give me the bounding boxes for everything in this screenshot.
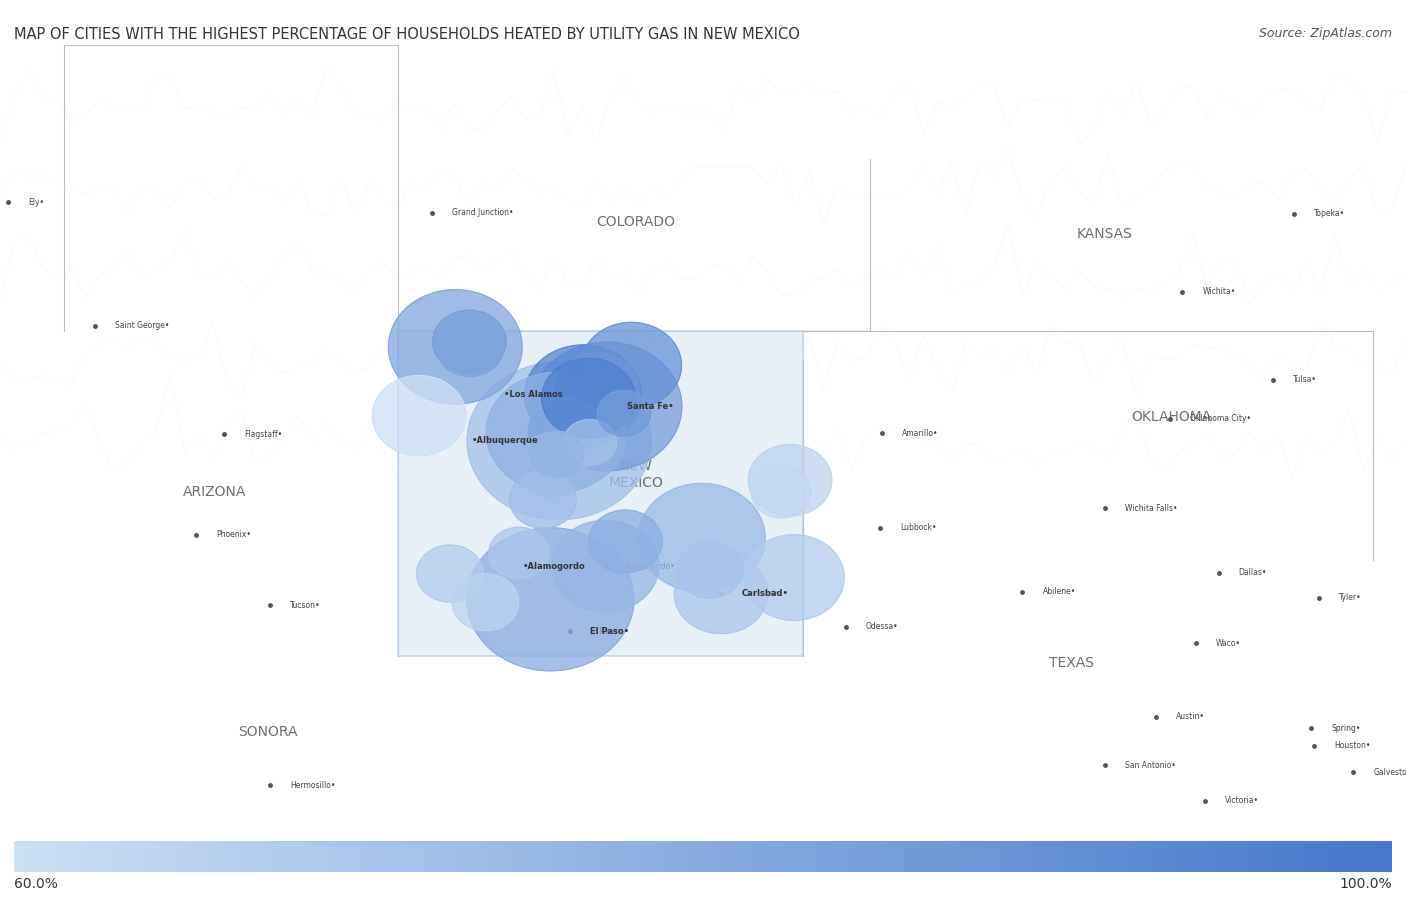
Text: MAP OF CITIES WITH THE HIGHEST PERCENTAGE OF HOUSEHOLDS HEATED BY UTILITY GAS IN: MAP OF CITIES WITH THE HIGHEST PERCENTAG… [14, 27, 800, 42]
Text: 60.0%: 60.0% [14, 877, 58, 891]
Circle shape [416, 545, 484, 602]
Text: Source: ZipAtlas.com: Source: ZipAtlas.com [1258, 27, 1392, 40]
Text: El Paso•: El Paso• [591, 627, 628, 636]
Circle shape [373, 376, 465, 456]
Text: Carlsbad•: Carlsbad• [741, 589, 780, 598]
Text: Galveston•: Galveston• [1374, 768, 1406, 777]
Text: Saint George•: Saint George• [115, 321, 170, 330]
Circle shape [509, 471, 576, 529]
Text: Ely•: Ely• [28, 198, 44, 207]
Text: ARIZONA: ARIZONA [183, 485, 246, 499]
Circle shape [675, 554, 768, 634]
Circle shape [744, 535, 844, 620]
Text: Lubbock•: Lubbock• [900, 523, 936, 532]
Circle shape [524, 345, 641, 445]
Circle shape [531, 342, 682, 471]
Circle shape [486, 372, 627, 493]
Text: •Albuquerque: •Albuquerque [472, 437, 538, 446]
Circle shape [551, 521, 659, 612]
Text: San Antonio•: San Antonio• [1125, 761, 1177, 770]
Text: Santa Fe•: Santa Fe• [627, 402, 673, 411]
Circle shape [451, 574, 519, 631]
Circle shape [489, 527, 548, 579]
Text: Tyler•: Tyler• [1339, 593, 1361, 602]
Circle shape [751, 467, 811, 518]
Circle shape [529, 397, 603, 460]
Circle shape [515, 434, 588, 497]
Text: Alamogordo•: Alamogordo• [626, 562, 676, 571]
Text: Amarillo•: Amarillo• [901, 429, 938, 438]
Text: KANSAS: KANSAS [1077, 227, 1133, 241]
Text: El Paso•: El Paso• [591, 627, 621, 636]
Text: Carlsbad•: Carlsbad• [741, 589, 789, 598]
Text: Grand Junction•: Grand Junction• [451, 209, 513, 218]
Text: Wichita Falls•: Wichita Falls• [1125, 503, 1178, 512]
Text: Flagstaff•: Flagstaff• [245, 430, 283, 439]
Text: Houston•: Houston• [1334, 742, 1371, 751]
Circle shape [676, 541, 744, 598]
Text: Abilene•: Abilene• [1042, 587, 1076, 596]
Text: 100.0%: 100.0% [1340, 877, 1392, 891]
Text: OKLAHOMA: OKLAHOMA [1132, 410, 1212, 424]
Text: Tucson•: Tucson• [290, 601, 321, 610]
Circle shape [436, 319, 503, 377]
Circle shape [529, 404, 595, 461]
Text: TEXAS: TEXAS [1049, 656, 1094, 671]
Text: Spring•: Spring• [1331, 724, 1361, 733]
Text: SONORA: SONORA [238, 725, 298, 739]
Circle shape [581, 323, 682, 408]
Text: •Alamogordo: •Alamogordo [523, 562, 585, 571]
Text: Waco•: Waco• [1216, 639, 1241, 648]
Text: Hermosillo•: Hermosillo• [290, 781, 335, 790]
Text: Wichita•: Wichita• [1202, 288, 1236, 297]
Circle shape [541, 358, 636, 439]
Text: Tulsa•: Tulsa• [1294, 376, 1317, 385]
Text: Austin•: Austin• [1175, 712, 1205, 721]
Text: Victoria•: Victoria• [1225, 797, 1260, 806]
FancyBboxPatch shape [398, 332, 803, 656]
Text: Dallas•: Dallas• [1239, 568, 1267, 577]
Circle shape [530, 431, 583, 476]
Circle shape [467, 528, 634, 671]
Circle shape [638, 484, 765, 592]
Text: Phoenix•: Phoenix• [217, 530, 252, 539]
Circle shape [467, 362, 651, 520]
Circle shape [388, 289, 522, 405]
Text: Topeka•: Topeka• [1313, 209, 1344, 218]
Circle shape [555, 352, 640, 424]
Text: COLORADO: COLORADO [596, 216, 675, 229]
Text: Oklahoma City•: Oklahoma City• [1191, 414, 1251, 423]
Circle shape [562, 420, 617, 466]
Circle shape [748, 444, 832, 516]
Text: Odessa•: Odessa• [866, 622, 898, 631]
Text: •Los Alamos: •Los Alamos [505, 390, 562, 399]
Circle shape [433, 310, 506, 373]
Circle shape [598, 390, 651, 436]
Text: NEW
MEXICO: NEW MEXICO [609, 459, 664, 490]
Circle shape [589, 510, 662, 573]
